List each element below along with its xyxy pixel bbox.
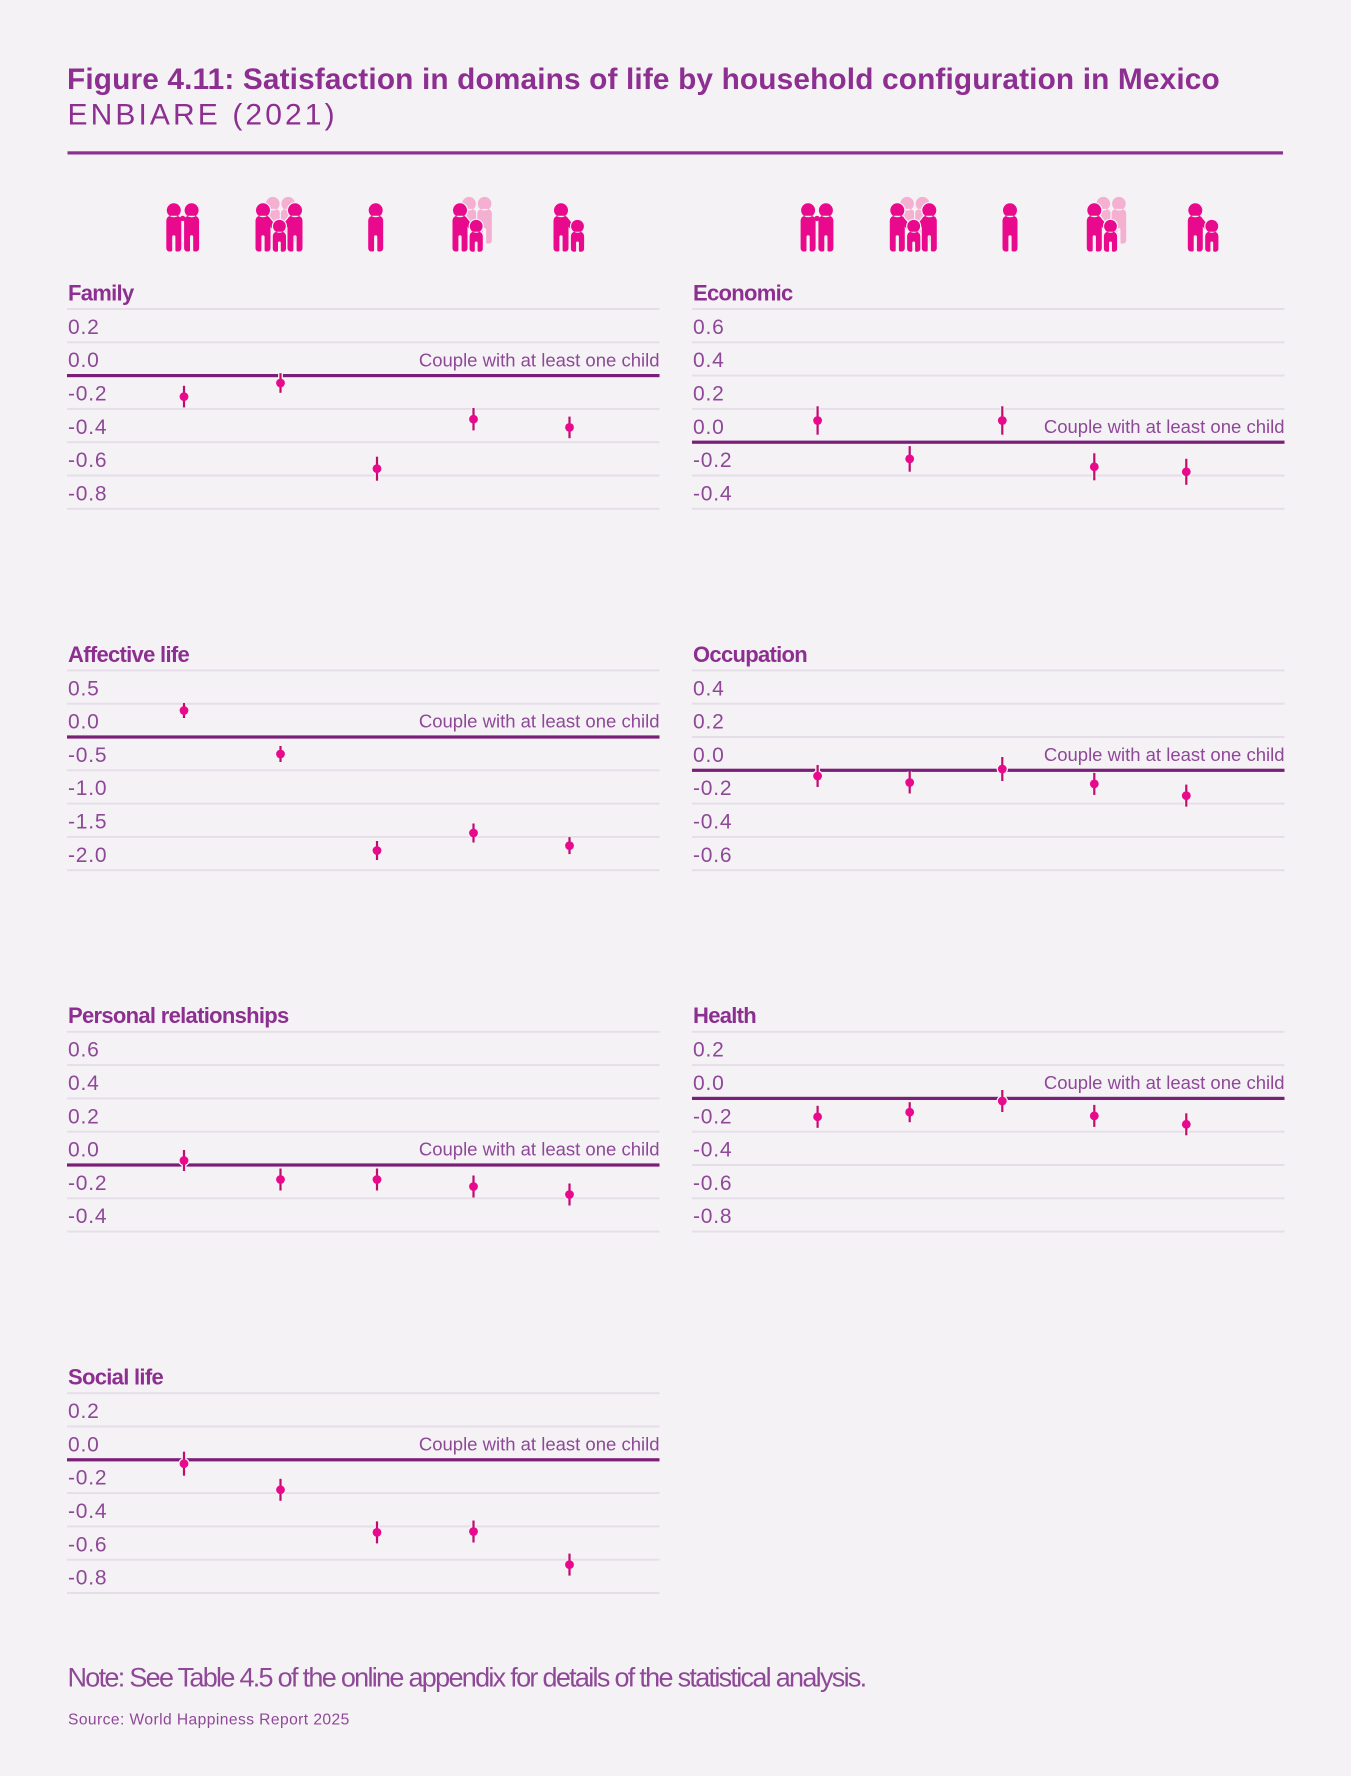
svg-text:-0.2: -0.2: [693, 449, 732, 472]
svg-text:0.4: 0.4: [693, 349, 725, 372]
svg-text:ENBIARE (2021): ENBIARE (2021): [68, 99, 338, 132]
svg-text:0.0: 0.0: [68, 711, 100, 734]
svg-text:Social life: Social life: [68, 1365, 163, 1390]
svg-text:Family: Family: [68, 280, 135, 305]
svg-text:0.2: 0.2: [68, 1400, 100, 1423]
svg-text:-0.4: -0.4: [68, 416, 107, 439]
svg-text:Couple with at least one child: Couple with at least one child: [1044, 416, 1285, 437]
svg-text:-0.4: -0.4: [68, 1500, 107, 1523]
svg-text:-0.4: -0.4: [693, 482, 732, 505]
svg-text:0.5: 0.5: [68, 677, 100, 700]
svg-text:Couple with at least one child: Couple with at least one child: [419, 349, 660, 370]
svg-text:Source: World Happiness Report: Source: World Happiness Report 2025: [68, 1712, 350, 1729]
svg-text:-0.6: -0.6: [68, 449, 107, 472]
svg-text:-0.8: -0.8: [68, 482, 107, 505]
svg-text:-0.5: -0.5: [68, 744, 107, 767]
svg-text:-0.4: -0.4: [693, 811, 732, 834]
svg-text:-1.5: -1.5: [68, 811, 107, 834]
svg-text:Occupation: Occupation: [693, 642, 807, 667]
svg-text:0.2: 0.2: [693, 383, 725, 406]
svg-text:-0.2: -0.2: [68, 383, 107, 406]
svg-text:0.0: 0.0: [693, 744, 725, 767]
svg-text:-0.8: -0.8: [68, 1567, 107, 1590]
svg-text:Couple with at least one child: Couple with at least one child: [1044, 744, 1285, 765]
svg-text:Couple with at least one child: Couple with at least one child: [1044, 1072, 1285, 1093]
svg-text:0.0: 0.0: [693, 1072, 725, 1095]
svg-text:-1.0: -1.0: [68, 777, 107, 800]
svg-text:Couple with at least one child: Couple with at least one child: [419, 1434, 660, 1455]
svg-text:Affective life: Affective life: [68, 642, 189, 667]
svg-text:0.0: 0.0: [68, 1433, 100, 1456]
svg-text:-0.2: -0.2: [68, 1172, 107, 1195]
svg-text:-0.6: -0.6: [693, 1172, 732, 1195]
svg-text:-0.6: -0.6: [693, 844, 732, 867]
svg-text:-0.4: -0.4: [693, 1139, 732, 1162]
svg-text:Couple with at least one child: Couple with at least one child: [419, 1139, 660, 1160]
svg-text:0.6: 0.6: [693, 316, 725, 339]
svg-text:0.0: 0.0: [68, 1139, 100, 1162]
svg-text:Couple with at least one child: Couple with at least one child: [419, 711, 660, 732]
svg-text:0.0: 0.0: [693, 416, 725, 439]
svg-text:0.0: 0.0: [68, 349, 100, 372]
svg-text:Economic: Economic: [693, 280, 793, 305]
svg-text:0.6: 0.6: [68, 1039, 100, 1062]
svg-text:-0.2: -0.2: [693, 1105, 732, 1128]
svg-text:-2.0: -2.0: [68, 844, 107, 867]
svg-text:0.2: 0.2: [68, 316, 100, 339]
svg-text:0.2: 0.2: [68, 1105, 100, 1128]
svg-text:-0.8: -0.8: [693, 1205, 732, 1228]
svg-text:Note: See Table 4.5 of the onl: Note: See Table 4.5 of the online append…: [68, 1663, 866, 1693]
svg-text:-0.2: -0.2: [693, 777, 732, 800]
svg-text:-0.6: -0.6: [68, 1533, 107, 1556]
svg-text:0.2: 0.2: [693, 711, 725, 734]
svg-text:0.4: 0.4: [693, 677, 725, 700]
svg-text:-0.4: -0.4: [68, 1205, 107, 1228]
svg-text:Health: Health: [693, 1003, 756, 1028]
svg-text:0.4: 0.4: [68, 1072, 100, 1095]
svg-text:Personal relationships: Personal relationships: [68, 1003, 289, 1028]
svg-text:-0.2: -0.2: [68, 1467, 107, 1490]
svg-text:Figure 4.11: Satisfaction in d: Figure 4.11: Satisfaction in domains of …: [67, 63, 1220, 96]
svg-text:0.2: 0.2: [693, 1039, 725, 1062]
